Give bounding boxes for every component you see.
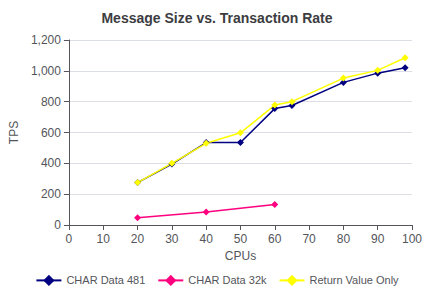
svg-text:CHAR Data 32k: CHAR Data 32k	[188, 274, 267, 286]
svg-text:200: 200	[41, 187, 61, 201]
svg-text:1,200: 1,200	[31, 33, 61, 47]
svg-text:20: 20	[131, 232, 145, 246]
svg-text:TPS: TPS	[7, 121, 21, 144]
svg-text:Message Size vs. Transaction R: Message Size vs. Transaction Rate	[101, 10, 332, 26]
svg-text:90: 90	[371, 232, 385, 246]
svg-text:100: 100	[402, 232, 422, 246]
svg-text:70: 70	[302, 232, 316, 246]
svg-text:40: 40	[199, 232, 213, 246]
svg-text:0: 0	[54, 218, 61, 232]
svg-text:0: 0	[66, 232, 73, 246]
svg-text:60: 60	[268, 232, 282, 246]
svg-text:1,000: 1,000	[31, 64, 61, 78]
svg-text:400: 400	[41, 156, 61, 170]
svg-text:CPUs: CPUs	[225, 249, 256, 263]
svg-text:CHAR Data 481: CHAR Data 481	[66, 274, 145, 286]
svg-text:30: 30	[165, 232, 179, 246]
svg-text:10: 10	[97, 232, 111, 246]
svg-text:80: 80	[337, 232, 351, 246]
svg-text:600: 600	[41, 126, 61, 140]
svg-text:Return Value Only: Return Value Only	[310, 274, 400, 286]
svg-text:50: 50	[234, 232, 248, 246]
svg-text:800: 800	[41, 95, 61, 109]
